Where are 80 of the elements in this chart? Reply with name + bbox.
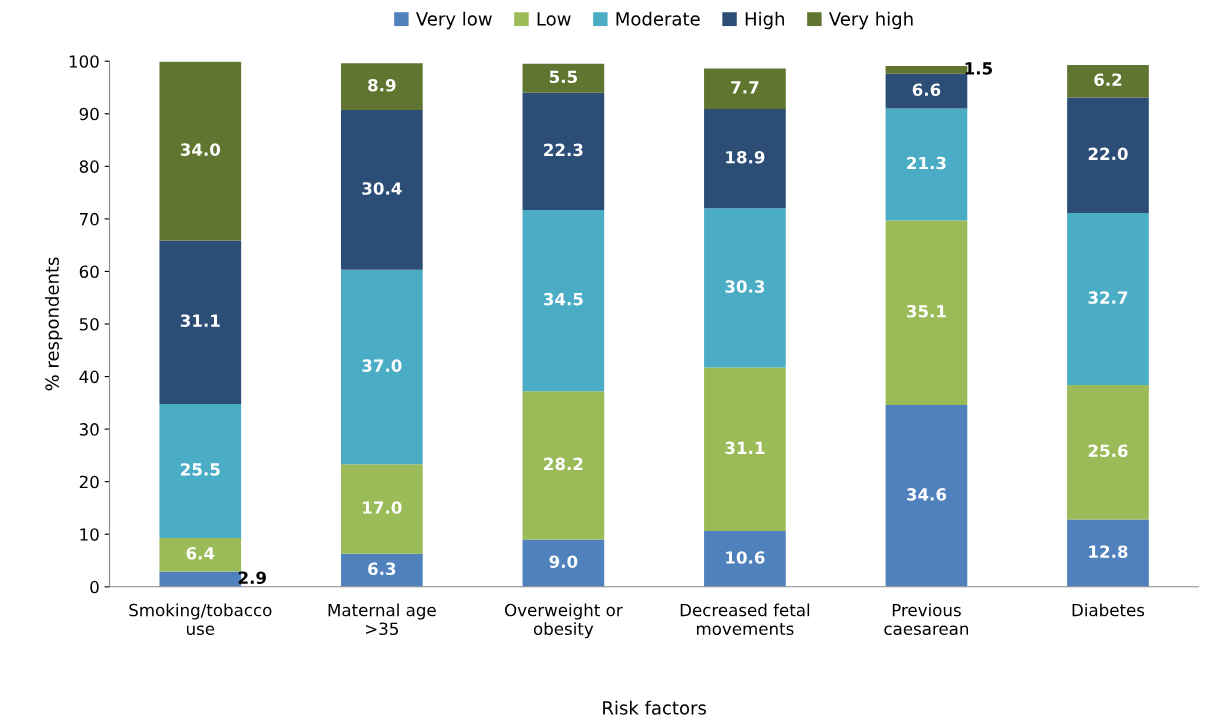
data-label: 18.9 [726,150,765,164]
data-label: 9.0 [549,555,578,568]
bar [159,537,242,572]
data-label: 25.6 [1088,444,1128,458]
y-tick-label: 70 [79,212,99,226]
data-label: 22.0 [1088,147,1128,161]
bar [885,73,968,109]
bar [159,61,242,241]
data-label: 6.3 [368,562,396,576]
bar [704,68,786,110]
y-tick-label: 60 [79,265,99,279]
data-label: 34.6 [907,488,947,501]
bar [522,92,605,210]
x-tick-label: Maternal age >35 [328,603,436,636]
bar [522,63,605,93]
y-tick-label: 20 [79,475,99,489]
data-label: 5.5 [549,70,577,84]
data-label: 35.1 [907,304,946,318]
bar [704,208,786,368]
y-tick-label: 40 [79,370,99,384]
data-label: 30.4 [362,182,402,195]
legend-label: Very low [415,11,492,30]
y-tick-label: 50 [79,317,99,331]
data-label: 34.0 [180,143,221,156]
data-label: 28.2 [544,457,583,471]
bar [885,108,968,221]
y-tick-label: 90 [79,107,99,121]
bar [885,220,968,405]
bar [340,269,423,465]
bar [522,391,605,540]
bar [1067,384,1149,520]
data-label: 17.0 [363,501,402,514]
x-tick-label: Decreased fetal movements [680,603,810,636]
y-tick-label: 100 [69,55,99,68]
data-label: 6.6 [912,83,941,96]
x-axis-title: Risk factors [603,700,706,715]
x-tick-label: Previous caesarean [884,603,969,636]
y-tick-label: 80 [79,160,99,173]
data-label: 22.3 [544,143,583,157]
data-label: 25.5 [181,463,220,476]
y-tick-label: 0 [90,580,99,594]
y-axis-title: % respondents [44,257,63,391]
x-tick-label: Smoking/tobacco use [129,603,272,636]
x-tick-label: Diabetes [1072,603,1145,617]
legend-label: Very high [828,11,913,30]
data-label: 7.7 [731,81,759,94]
legend-label: High [745,11,784,30]
bar [159,240,242,404]
bar [522,209,605,392]
bar [159,403,242,538]
bar [340,553,423,587]
data-label: 6.4 [186,546,215,560]
data-label: 37.0 [362,359,402,372]
x-tick-label: Overweight or obesity [504,603,623,639]
bar [1067,519,1149,587]
bar [340,110,423,270]
data-label: 12.8 [1089,545,1128,558]
bar [1067,213,1149,385]
bar [1067,97,1149,214]
bar [704,367,786,532]
data-label: 10.6 [726,551,765,564]
data-label: 32.7 [1088,291,1128,304]
y-tick-label: 30 [79,423,99,436]
legend-label: Moderate [616,11,700,26]
bar [340,464,423,554]
bar [704,531,786,587]
data-label: 31.1 [725,441,765,455]
bar [704,109,786,209]
data-label: 31.1 [180,314,220,327]
bar [340,63,423,111]
bar [1067,64,1149,98]
data-label: 34.5 [543,292,583,306]
data-label: 8.9 [368,78,396,92]
bar [522,539,605,587]
y-tick-label: 10 [80,528,99,541]
data-label: 30.3 [725,280,765,293]
bar [885,404,968,587]
data-label: 21.3 [907,156,946,170]
data-label: 6.2 [1094,73,1122,87]
legend-label: Low [537,12,571,26]
